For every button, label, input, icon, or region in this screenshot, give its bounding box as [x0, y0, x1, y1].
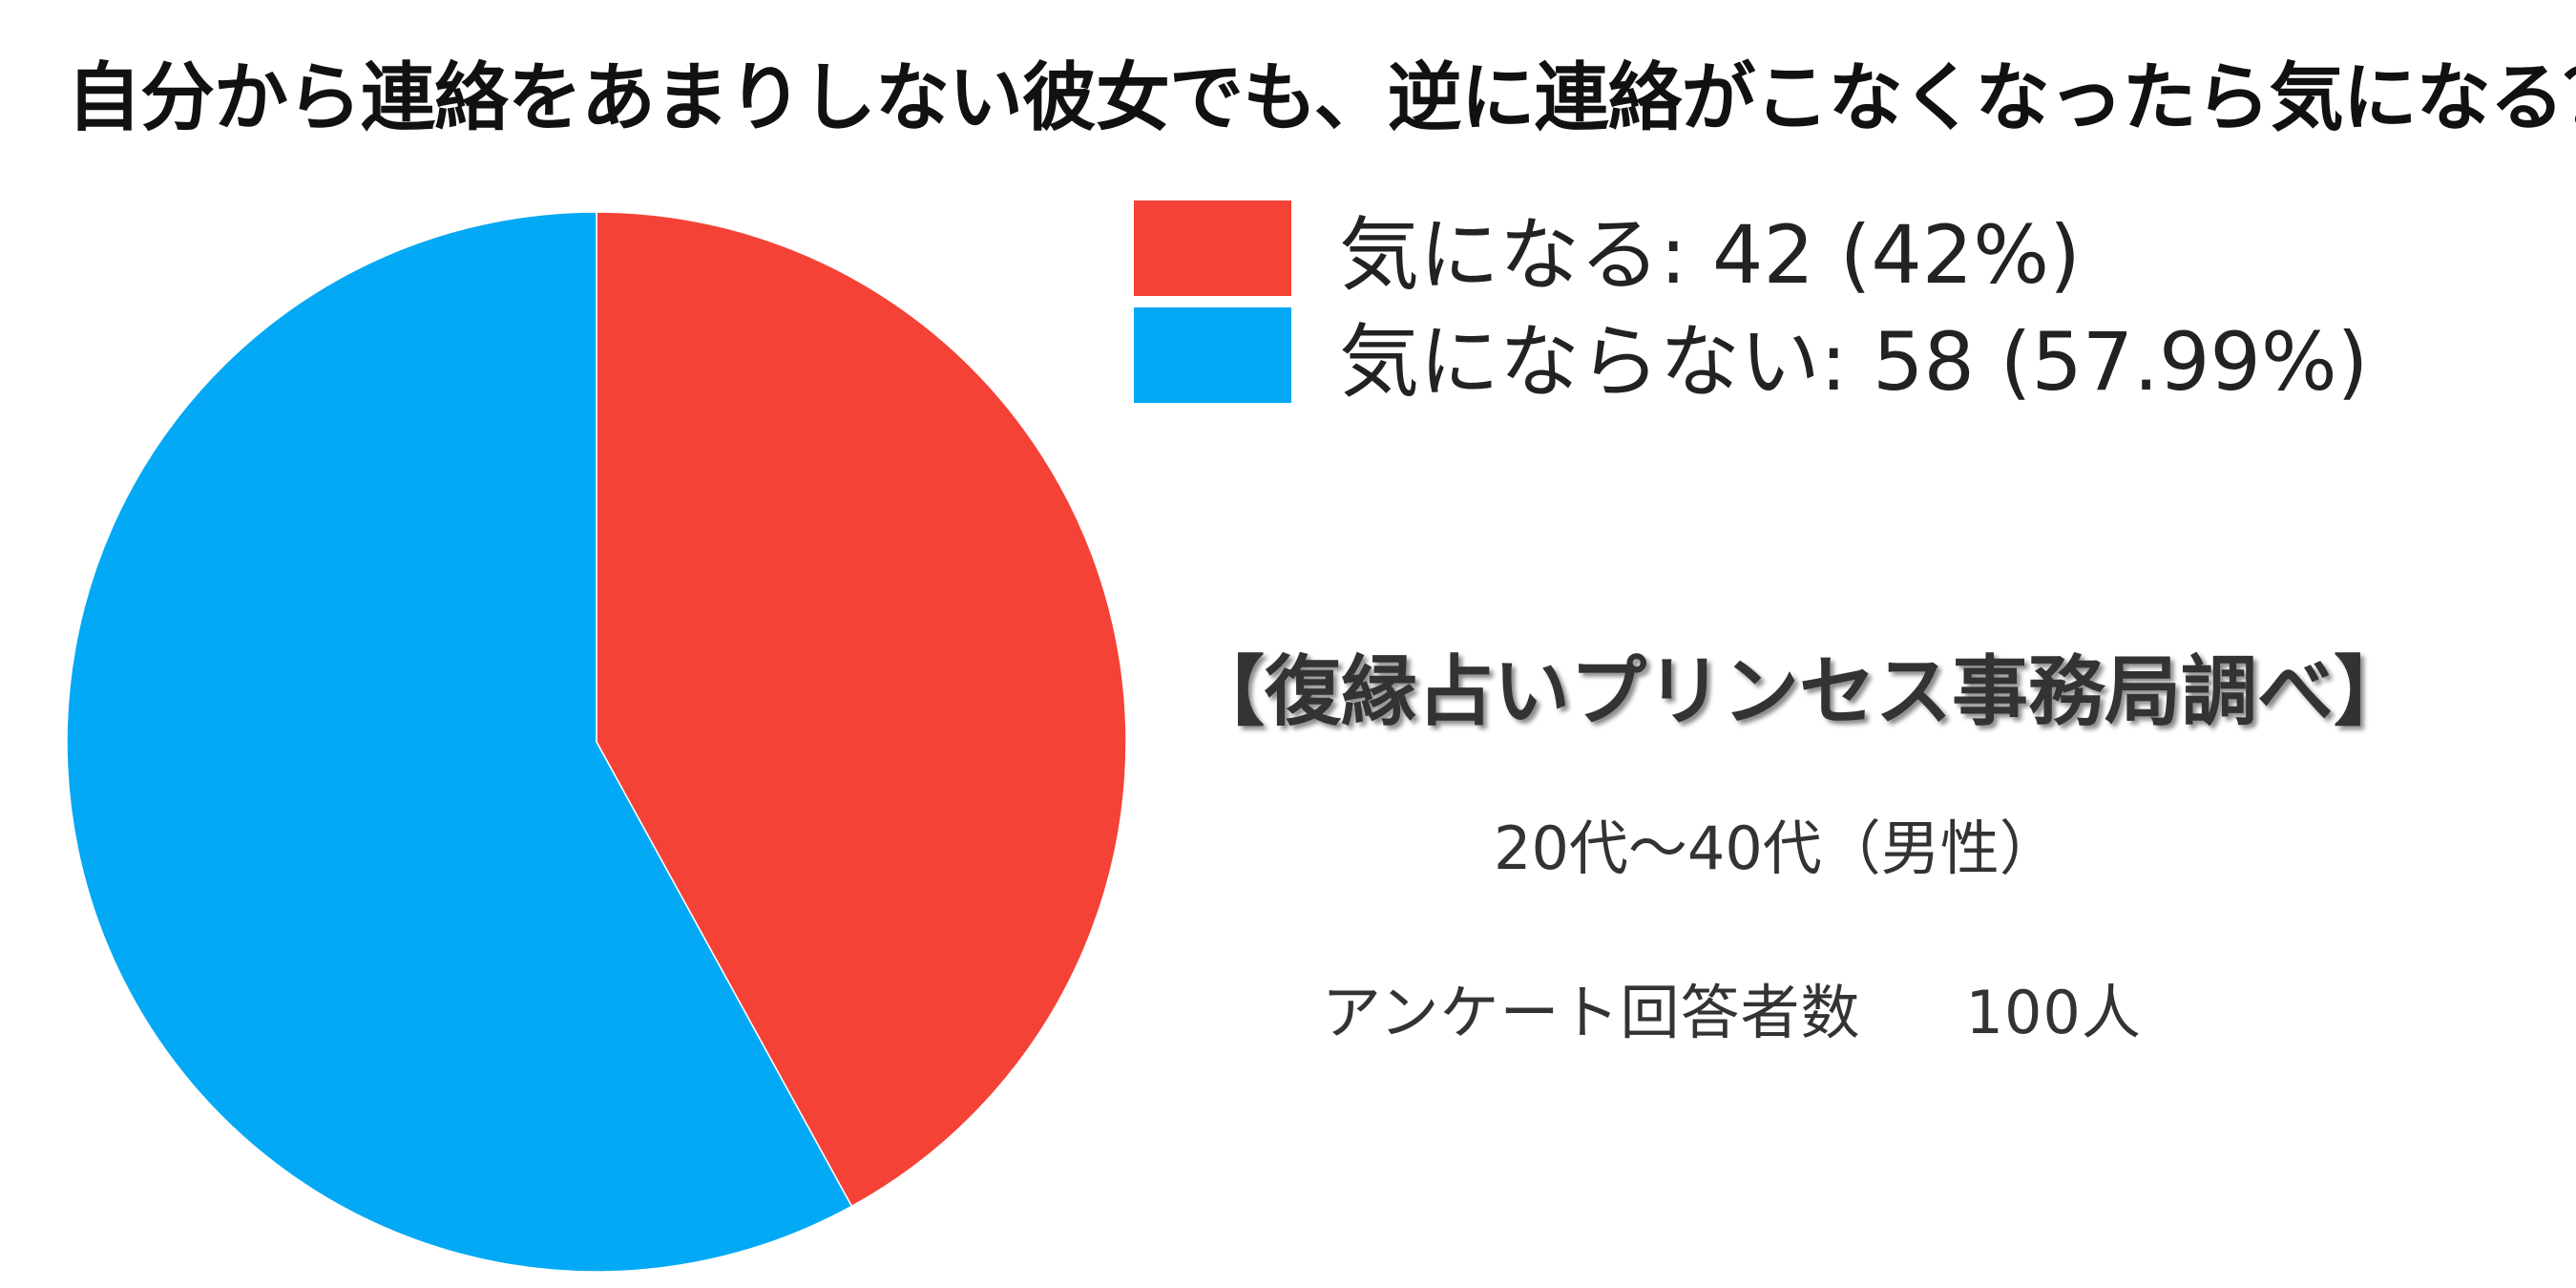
pie-slice-1	[596, 211, 1127, 1208]
legend-swatch-2	[1134, 307, 1291, 403]
legend-label-1: 気になる: 42 (42%)	[1339, 207, 2081, 302]
pie-chart	[66, 211, 1127, 1273]
respondents-label: アンケート回答者数	[1322, 978, 1861, 1047]
legend-label-2: 気にならない: 58 (57.99%)	[1339, 314, 2369, 409]
respondents-count: 100人	[1965, 978, 2142, 1047]
legend-item-1: 気になる: 42 (42%)	[1134, 201, 2081, 302]
pie-slice-2	[66, 211, 853, 1273]
legend-swatch-1	[1134, 201, 1291, 296]
pie-slices	[66, 211, 1127, 1273]
chart-title: 自分から連絡をあまりしない彼女でも、逆に連絡がこなくなったら気になる？	[67, 55, 2576, 141]
respondents-note: アンケート回答者数 100人	[1322, 964, 2142, 1050]
source-note: 【復縁占いプリンセス事務局調べ】	[1188, 647, 2410, 736]
demographic-note: 20代～40代（男性）	[1494, 813, 2059, 883]
legend-item-2: 気にならない: 58 (57.99%)	[1134, 307, 2368, 409]
